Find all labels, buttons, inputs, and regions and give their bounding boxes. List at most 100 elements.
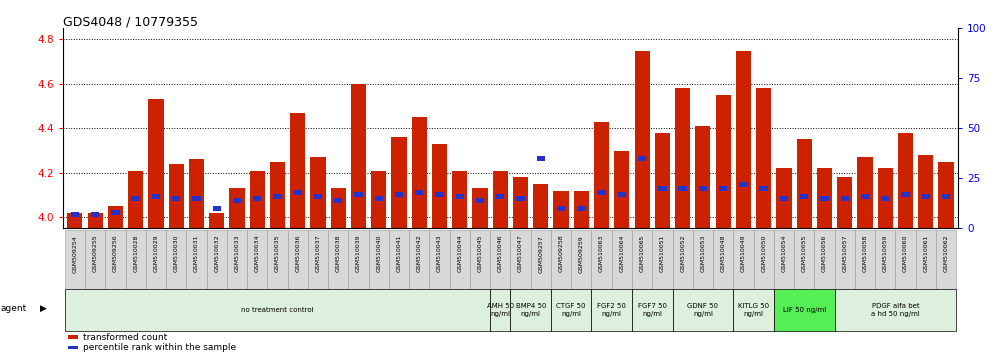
Bar (794, 230, 815, 289)
Text: GSM510031: GSM510031 (194, 235, 199, 272)
Text: GSM510030: GSM510030 (173, 235, 178, 272)
Text: AMH 50
ng/ml: AMH 50 ng/ml (487, 303, 514, 317)
Bar (938, 162, 953, 228)
Bar (551, 230, 572, 289)
Text: GSM510065: GSM510065 (639, 235, 644, 272)
Text: GSM510058: GSM510058 (863, 235, 868, 272)
Bar (294, 190, 302, 195)
Bar (881, 196, 889, 200)
Text: PDGF alfa bet
a hd 50 ng/ml: PDGF alfa bet a hd 50 ng/ml (871, 303, 919, 317)
Bar (615, 150, 629, 228)
Bar (267, 230, 288, 289)
Bar (936, 230, 956, 289)
Bar (411, 117, 427, 228)
Bar (516, 196, 525, 200)
Bar (554, 190, 569, 228)
Bar (835, 230, 855, 289)
Bar (212, 206, 221, 211)
Bar (496, 194, 505, 199)
Bar (821, 196, 829, 200)
Text: FGF7 50
ng/ml: FGF7 50 ng/ml (637, 303, 666, 317)
Bar (250, 171, 265, 228)
Bar (493, 171, 508, 228)
Bar (112, 210, 120, 215)
Bar (106, 230, 125, 289)
Bar (388, 230, 409, 289)
Text: GSM510050: GSM510050 (761, 235, 766, 272)
Bar (901, 192, 909, 196)
Text: GSM510052: GSM510052 (680, 235, 685, 272)
Bar (88, 213, 103, 228)
Bar (695, 126, 710, 228)
Bar (145, 230, 166, 289)
Bar (618, 192, 626, 196)
Text: GSM509256: GSM509256 (113, 235, 118, 272)
Bar (942, 194, 950, 199)
Bar (233, 198, 241, 202)
Bar (531, 230, 551, 289)
Text: GSM510051: GSM510051 (660, 235, 665, 272)
Bar (719, 186, 727, 190)
Bar (394, 192, 403, 196)
Bar (189, 159, 204, 228)
Text: GSM510059: GSM510059 (882, 235, 887, 272)
Bar (476, 198, 484, 202)
Bar (206, 230, 227, 289)
Bar (897, 133, 913, 228)
Text: GDS4048 / 10779355: GDS4048 / 10779355 (63, 16, 198, 29)
Text: GSM510044: GSM510044 (457, 235, 462, 272)
Bar (632, 230, 652, 289)
Bar (71, 212, 79, 217)
Text: GSM510048: GSM510048 (721, 235, 726, 272)
Bar (574, 190, 589, 228)
Bar (314, 194, 322, 199)
Text: GSM510041: GSM510041 (396, 235, 401, 272)
Bar (918, 155, 933, 228)
Bar (172, 196, 180, 200)
Bar (85, 230, 106, 289)
Text: FGF2 50
ng/ml: FGF2 50 ng/ml (598, 303, 626, 317)
Bar (780, 196, 788, 200)
Bar (774, 289, 835, 331)
Bar (855, 230, 875, 289)
Bar (308, 230, 328, 289)
Bar (65, 289, 490, 331)
Text: GSM509255: GSM509255 (93, 235, 98, 272)
Bar (713, 230, 733, 289)
Text: GSM510042: GSM510042 (416, 235, 421, 272)
Bar (166, 230, 186, 289)
Text: GSM510056: GSM510056 (822, 235, 827, 272)
Bar (253, 196, 261, 200)
Bar (270, 162, 285, 228)
Bar (455, 194, 464, 199)
Bar (774, 230, 794, 289)
Bar (91, 212, 100, 217)
Text: GSM510039: GSM510039 (356, 235, 361, 272)
Bar (331, 188, 346, 228)
Bar (490, 289, 510, 331)
Bar (290, 113, 306, 228)
Bar (817, 169, 832, 228)
Text: GSM510040: GSM510040 (376, 235, 381, 272)
Text: GSM510053: GSM510053 (700, 235, 705, 272)
Bar (186, 230, 206, 289)
Text: GSM510063: GSM510063 (600, 235, 605, 272)
Bar (800, 194, 809, 199)
Text: GSM509258: GSM509258 (559, 235, 564, 272)
Bar (895, 230, 915, 289)
Text: CTGF 50
ng/ml: CTGF 50 ng/ml (557, 303, 586, 317)
Text: GSM510032: GSM510032 (214, 235, 219, 272)
Bar (374, 196, 382, 200)
Text: GSM510033: GSM510033 (234, 235, 239, 272)
Bar (841, 196, 849, 200)
Bar (733, 289, 774, 331)
Bar (858, 157, 872, 228)
Bar (334, 198, 343, 202)
Text: GSM510038: GSM510038 (336, 235, 341, 272)
Bar (372, 171, 386, 228)
Text: GSM510045: GSM510045 (477, 235, 483, 272)
Bar (815, 230, 835, 289)
Bar (510, 289, 551, 331)
Bar (409, 230, 429, 289)
Text: GSM510064: GSM510064 (620, 235, 624, 272)
